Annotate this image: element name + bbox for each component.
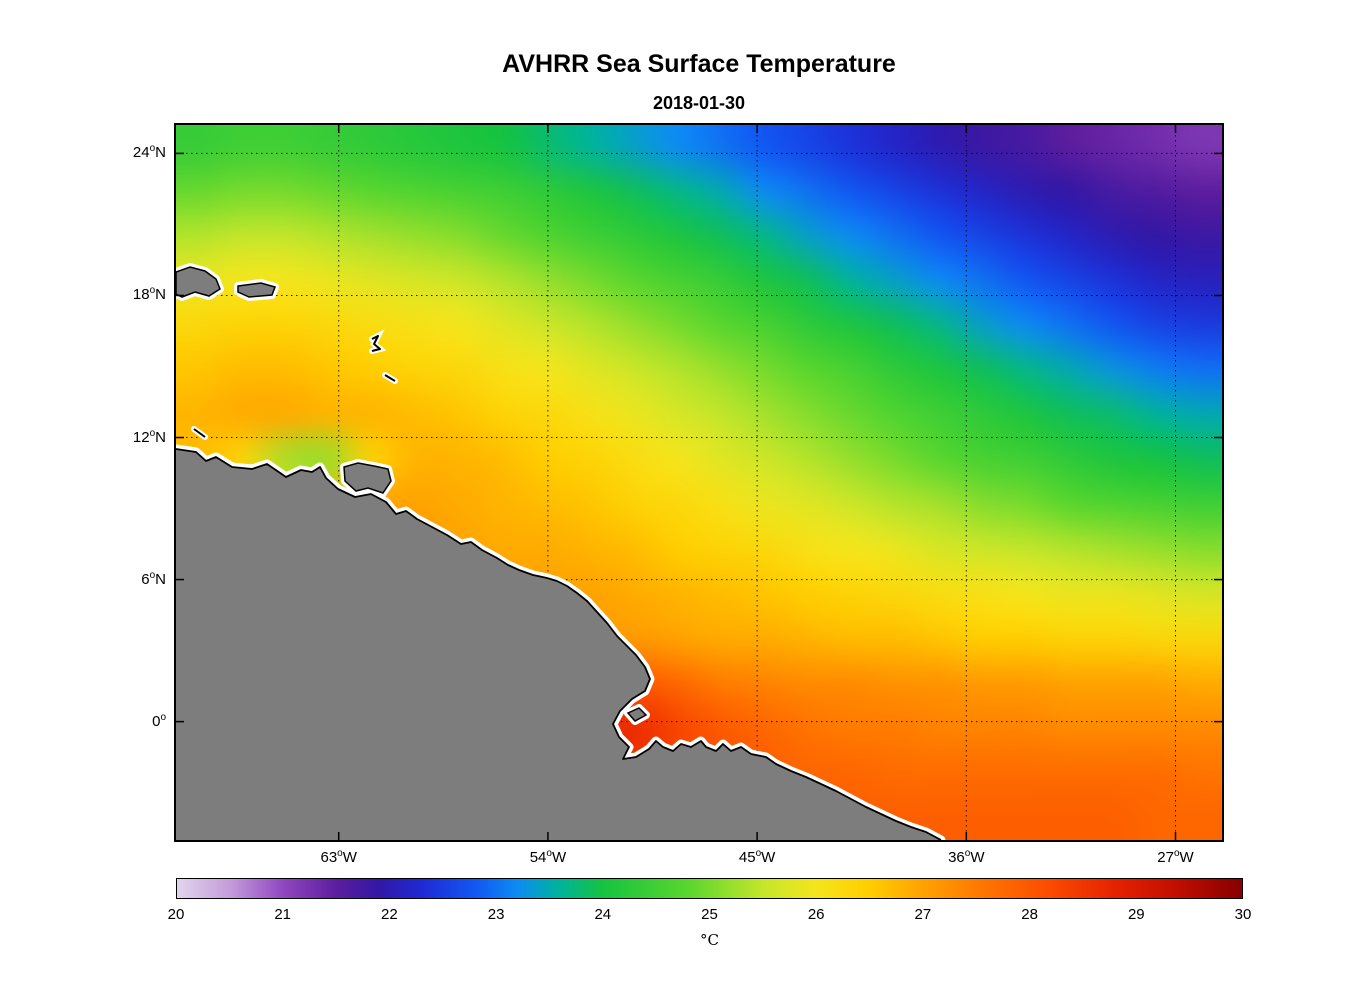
colorbar-tick-label: 28 [1021, 906, 1038, 923]
y-tick-label: 24oN [132, 143, 166, 162]
x-tick-label: 36oW [948, 848, 985, 866]
x-tick-label: 45oW [738, 848, 776, 866]
y-tick-label: 0o [152, 711, 166, 730]
map-overlay [176, 125, 1222, 840]
x-tick-label: 54oW [529, 848, 567, 866]
colorbar-tick-label: 23 [487, 906, 505, 923]
colorbar-unit-label: °C [700, 931, 719, 949]
colorbar-tick-label: 22 [381, 906, 398, 923]
colorbar-tick-label: 21 [274, 906, 292, 923]
x-tick-label: 63oW [320, 848, 357, 866]
y-tick-label: 6oN [141, 569, 166, 588]
colorbar-tick-label: 24 [594, 906, 612, 923]
colorbar-gradient [176, 878, 1243, 899]
colorbar-tick-label: 30 [1234, 906, 1252, 923]
chart-title: AVHRR Sea Surface Temperature [502, 50, 896, 78]
colorbar-tick-label: 20 [167, 906, 185, 923]
y-tick-label: 12oN [132, 427, 166, 446]
colorbar-tick-label: 25 [701, 906, 718, 923]
y-tick-label: 18oN [132, 285, 166, 304]
x-tick-label: 27oW [1157, 848, 1194, 866]
colorbar-tick-label: 29 [1127, 906, 1145, 923]
colorbar-tick-label: 27 [914, 906, 932, 923]
map-plot-area [174, 123, 1224, 842]
colorbar-tick-label: 26 [807, 906, 825, 923]
chart-date: 2018-01-30 [652, 93, 746, 113]
